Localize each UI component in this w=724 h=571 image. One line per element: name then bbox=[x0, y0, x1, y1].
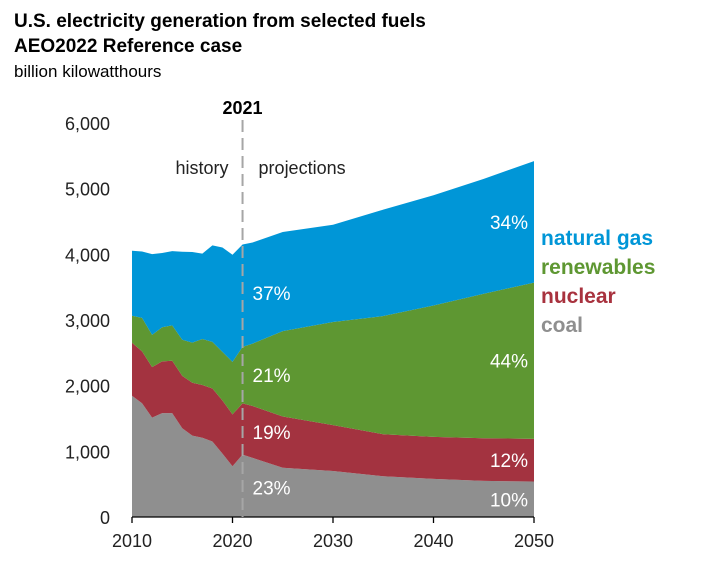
share-2021-nuclear: 19% bbox=[253, 423, 291, 444]
y-axis-label: billion kilowatthours bbox=[14, 62, 161, 81]
share-2021-renewables: 21% bbox=[253, 366, 291, 387]
y-tick-label: 3,000 bbox=[65, 311, 110, 331]
share-2050-coal: 10% bbox=[490, 490, 528, 511]
x-tick-label: 2030 bbox=[313, 531, 353, 551]
x-tick-label: 2050 bbox=[514, 531, 554, 551]
share-2050-nuclear: 12% bbox=[490, 451, 528, 472]
y-tick-label: 5,000 bbox=[65, 180, 110, 200]
x-tick-label: 2040 bbox=[413, 531, 453, 551]
divider-year-label: 2021 bbox=[223, 98, 263, 118]
share-2021-natural-gas: 37% bbox=[253, 284, 291, 305]
history-label: history bbox=[176, 158, 229, 178]
chart-subtitle: AEO2022 Reference case bbox=[14, 36, 242, 57]
y-tick-label: 1,000 bbox=[65, 442, 110, 462]
y-tick-label: 2,000 bbox=[65, 377, 110, 397]
area-natural-gas bbox=[132, 161, 534, 362]
y-tick-label: 4,000 bbox=[65, 245, 110, 265]
legend-coal: coal bbox=[541, 314, 583, 337]
x-tick-label: 2020 bbox=[212, 531, 252, 551]
history-projection-divider: 2021 history projections bbox=[176, 98, 346, 517]
legend-renewables: renewables bbox=[541, 256, 655, 279]
projections-label: projections bbox=[259, 158, 346, 178]
legend-nuclear: nuclear bbox=[541, 285, 616, 308]
area-coal bbox=[132, 395, 534, 517]
y-tick-label: 0 bbox=[100, 508, 110, 528]
area-nuclear bbox=[132, 342, 534, 482]
x-tick-label: 2010 bbox=[112, 531, 152, 551]
chart-title: U.S. electricity generation from selecte… bbox=[14, 11, 426, 32]
share-2050-natural-gas: 34% bbox=[490, 213, 528, 234]
area-renewables bbox=[132, 282, 534, 439]
legend-natural-gas: natural gas bbox=[541, 227, 653, 250]
share-2050-renewables: 44% bbox=[490, 352, 528, 373]
share-2021-coal: 23% bbox=[253, 478, 291, 499]
share-labels: 23% 10% 19% 12% 21% 44% 37% 34% bbox=[253, 213, 529, 511]
y-tick-label: 6,000 bbox=[65, 114, 110, 134]
areas bbox=[132, 161, 534, 517]
legend: natural gas renewables nuclear coal bbox=[541, 227, 655, 337]
axes: 2010 2020 2030 2040 2050 0 1,000 2,000 3,000 4,00… bbox=[65, 114, 554, 551]
